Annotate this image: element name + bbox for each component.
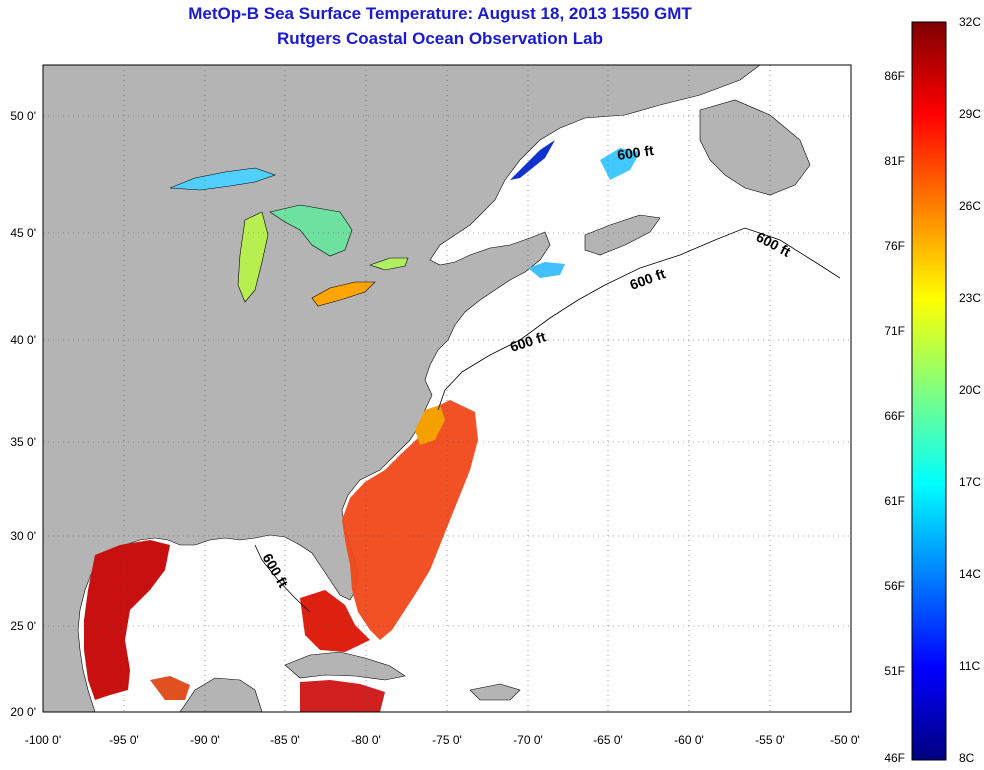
st-lawrence-river-sst bbox=[510, 140, 555, 180]
land-cuba bbox=[284, 651, 406, 681]
colorbar-f-label: 76F bbox=[884, 239, 905, 253]
colorbar-f-label: 81F bbox=[884, 154, 905, 168]
colorbar-c-label: 26C bbox=[959, 199, 981, 213]
lon-tick-label: -55 0' bbox=[755, 733, 785, 747]
lon-tick-label: -70 0' bbox=[513, 733, 543, 747]
gulf-of-mexico-west-sst bbox=[84, 540, 170, 700]
map-border bbox=[42, 64, 852, 713]
lon-tick-label: -60 0' bbox=[674, 733, 704, 747]
colorbar-c-label: 23C bbox=[959, 291, 981, 305]
land-north-america bbox=[43, 65, 761, 712]
lon-axis: -100 0' -95 0' -90 0' -85 0' -80 0' -75 … bbox=[25, 733, 860, 747]
lake-michigan bbox=[237, 211, 269, 303]
map-subtitle: Rutgers Coastal Ocean Observation Lab bbox=[277, 29, 603, 48]
cuba-south-sst bbox=[300, 680, 385, 712]
colorbar-c-label: 14C bbox=[959, 567, 981, 581]
lon-tick-label: -75 0' bbox=[432, 733, 462, 747]
colorbar-c-label: 8C bbox=[959, 751, 975, 765]
lon-tick-label: -95 0' bbox=[109, 733, 139, 747]
colorbar-c-label: 32C bbox=[959, 15, 981, 29]
contour-label-1: 600 ft bbox=[616, 142, 655, 163]
lon-tick-label: -50 0' bbox=[830, 733, 860, 747]
lat-tick-label: 40 0' bbox=[10, 333, 36, 347]
gulf-stream-sst bbox=[342, 400, 478, 640]
land-nova-scotia bbox=[584, 214, 661, 256]
lon-tick-label: -85 0' bbox=[270, 733, 300, 747]
land-hispaniola bbox=[469, 683, 521, 701]
lat-tick-label: 30 0' bbox=[10, 529, 36, 543]
600ft-contour-line-gulf bbox=[254, 544, 311, 613]
land-newfoundland bbox=[699, 99, 811, 196]
lat-tick-label: 35 0' bbox=[10, 435, 36, 449]
colorbar-f-label: 51F bbox=[884, 664, 905, 678]
map-title: MetOp-B Sea Surface Temperature: August … bbox=[188, 4, 692, 23]
colorbar-c-label: 17C bbox=[959, 475, 981, 489]
lon-tick-label: -65 0' bbox=[593, 733, 623, 747]
colorbar-f-label: 66F bbox=[884, 409, 905, 423]
colorbar bbox=[911, 21, 947, 761]
colorbar-f-label: 61F bbox=[884, 494, 905, 508]
lon-tick-label: -100 0' bbox=[25, 733, 61, 747]
colorbar-fahrenheit-labels: 86F 81F 76F 71F 66F 61F 56F 51F 46F bbox=[884, 69, 905, 765]
lat-tick-label: 25 0' bbox=[10, 619, 36, 633]
600ft-contour-line bbox=[437, 227, 841, 411]
land-yucatan bbox=[179, 677, 263, 712]
colorbar-f-label: 46F bbox=[884, 751, 905, 765]
lake-erie bbox=[311, 281, 376, 307]
gulf-st-lawrence-sst bbox=[600, 148, 640, 180]
colorbar-f-label: 56F bbox=[884, 579, 905, 593]
gulf-maine-sst bbox=[528, 262, 565, 278]
lake-huron bbox=[269, 204, 353, 257]
lon-tick-label: -90 0' bbox=[190, 733, 220, 747]
carolina-shelf-sst bbox=[415, 405, 445, 445]
lon-tick-label: -80 0' bbox=[351, 733, 381, 747]
lat-tick-label: 50 0' bbox=[10, 109, 36, 123]
colorbar-celsius-labels: 32C 29C 26C 23C 20C 17C 14C 11C 8C bbox=[959, 15, 981, 765]
colorbar-f-label: 86F bbox=[884, 69, 905, 83]
colorbar-c-label: 11C bbox=[959, 659, 980, 673]
lat-axis: 50 0' 45 0' 40 0' 35 0' 30 0' 25 0' 20 0… bbox=[10, 109, 36, 719]
colorbar-c-label: 20C bbox=[959, 383, 981, 397]
lat-tick-label: 45 0' bbox=[10, 226, 36, 240]
lat-tick-label: 20 0' bbox=[10, 705, 36, 719]
florida-straits-sst bbox=[300, 590, 370, 652]
caribbean-sst bbox=[150, 676, 190, 700]
colorbar-c-label: 29C bbox=[959, 107, 981, 121]
lake-ontario bbox=[369, 257, 409, 271]
colorbar-f-label: 71F bbox=[884, 324, 905, 338]
